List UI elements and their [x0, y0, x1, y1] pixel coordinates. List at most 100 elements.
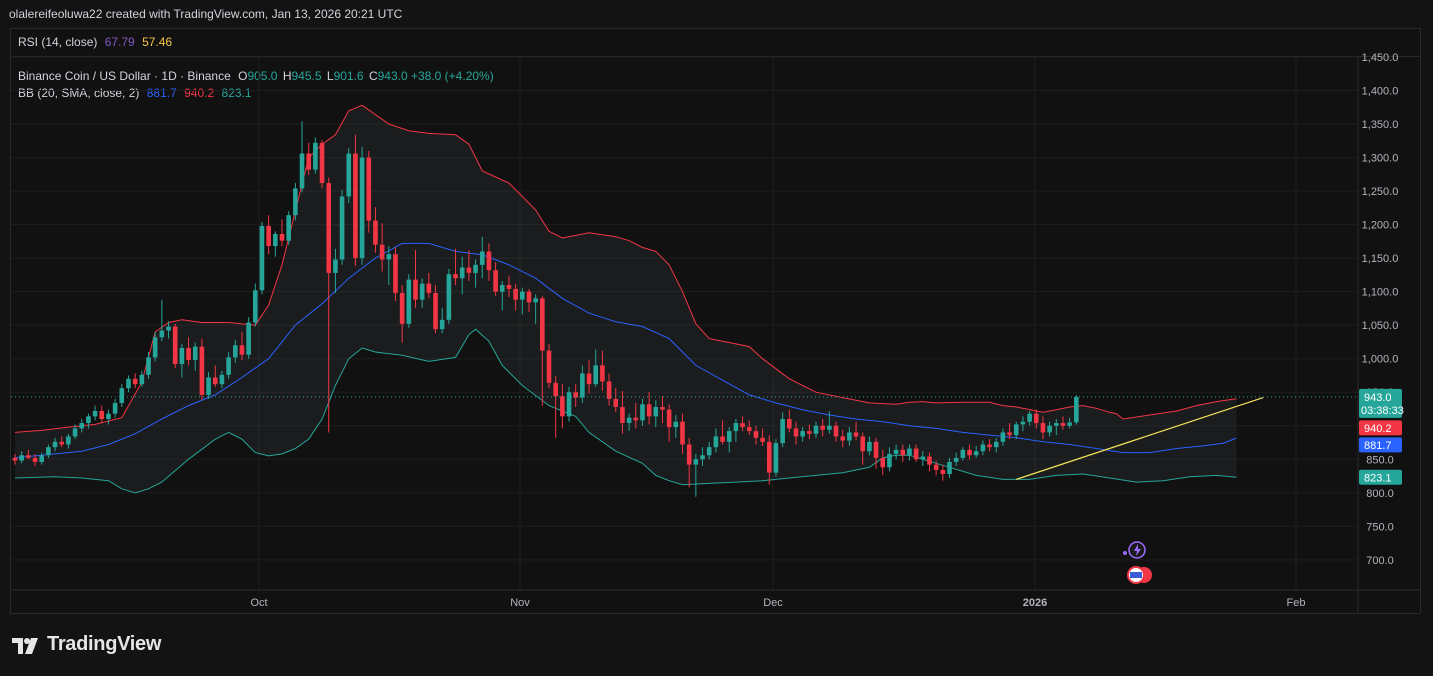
- candle-body: [787, 419, 792, 429]
- candle: [232, 339, 238, 363]
- y-tick-label: 1,350.0: [1362, 119, 1399, 131]
- candle-body: [106, 413, 111, 420]
- candle: [780, 412, 785, 448]
- candle-body: [92, 410, 98, 417]
- candle: [867, 436, 872, 456]
- candle-body: [99, 410, 105, 420]
- tradingview-logo-icon: [12, 637, 38, 654]
- candle-body: [813, 425, 819, 434]
- candle: [279, 219, 285, 247]
- candle: [253, 283, 258, 327]
- x-tick-label: 2026: [1023, 597, 1047, 609]
- y-tick-label: 850.0: [1366, 454, 1394, 466]
- candle-body: [633, 417, 639, 421]
- y-tick-label: 700.0: [1366, 555, 1394, 567]
- candle-body: [72, 428, 78, 437]
- candle-body: [540, 298, 545, 351]
- candle-body: [626, 417, 632, 424]
- candle: [740, 416, 745, 432]
- candle: [746, 420, 752, 436]
- candle: [286, 211, 291, 245]
- candle: [573, 384, 578, 407]
- candle-body: [653, 406, 659, 417]
- candle-body: [206, 377, 211, 395]
- rsi-label: RSI (14, close): [18, 35, 98, 49]
- candle-body: [1000, 432, 1006, 442]
- candle: [600, 350, 605, 391]
- candle-body: [486, 251, 492, 271]
- candle-body: [179, 347, 185, 365]
- candle-body: [152, 337, 158, 358]
- events-icons[interactable]: [1123, 541, 1152, 584]
- candle: [947, 457, 952, 479]
- y-tick-label: 1,000.0: [1362, 354, 1399, 366]
- candle: [560, 384, 565, 429]
- candle: [993, 437, 999, 453]
- candle: [333, 248, 338, 293]
- candle-body: [593, 365, 599, 385]
- bb-legend[interactable]: BB (20, SMA, close, 2) 881.7 940.2 823.1: [18, 86, 252, 100]
- candle: [366, 150, 372, 233]
- candle-body: [920, 456, 926, 460]
- us-flag-stripes-icon: [1130, 572, 1142, 578]
- candle: [433, 284, 438, 334]
- candle: [313, 137, 318, 174]
- candle: [46, 444, 51, 458]
- candle-body: [533, 298, 538, 303]
- candle-body: [286, 215, 291, 241]
- candle-body: [726, 431, 732, 442]
- trendline[interactable]: [1016, 397, 1264, 480]
- candle: [520, 287, 525, 315]
- y-tick-label: 1,300.0: [1362, 153, 1399, 165]
- candle-body: [12, 457, 18, 461]
- candle: [653, 400, 659, 428]
- candle-body: [466, 267, 472, 273]
- candle-body: [353, 153, 358, 259]
- candle-body: [239, 345, 245, 355]
- candle-body: [853, 432, 859, 437]
- candle: [860, 432, 866, 465]
- candle: [606, 373, 612, 406]
- candle: [973, 445, 979, 458]
- price-axis[interactable]: 700.0750.0800.0850.0900.0950.01,000.01,0…: [1357, 52, 1399, 613]
- ohlc-open-label: O: [238, 69, 248, 83]
- candle-body: [273, 233, 278, 247]
- candle: [733, 419, 739, 442]
- candle: [413, 250, 418, 308]
- candle-body: [433, 292, 438, 330]
- y-tick-label: 1,400.0: [1362, 86, 1399, 98]
- candle: [473, 259, 478, 288]
- candle: [566, 386, 572, 422]
- tradingview-logo[interactable]: TradingView: [11, 633, 161, 656]
- symbol-legend[interactable]: Binance Coin / US Dollar · 1D · Binance …: [18, 69, 494, 83]
- candle: [192, 342, 198, 371]
- candle: [393, 247, 398, 302]
- candle-body: [186, 347, 191, 361]
- candle: [713, 428, 719, 453]
- candle: [453, 248, 458, 285]
- candle-body: [506, 284, 512, 289]
- rsi-legend[interactable]: RSI (14, close) 67.79 57.46: [18, 35, 172, 49]
- candle: [32, 453, 38, 466]
- candle: [887, 447, 892, 472]
- bb-basis-line: [14, 242, 1237, 459]
- candle: [933, 460, 939, 476]
- candle: [760, 428, 765, 446]
- x-tick-label: Feb: [1287, 597, 1306, 609]
- candle: [239, 331, 245, 361]
- time-axis[interactable]: Oct Nov Dec 2026 Feb: [11, 589, 1420, 609]
- candle-body: [867, 441, 872, 452]
- candle-body: [1047, 425, 1052, 433]
- candle-body: [112, 402, 118, 414]
- candle: [206, 372, 211, 399]
- candle: [246, 317, 251, 359]
- candle: [833, 421, 839, 442]
- candle: [820, 419, 825, 437]
- y-tick-label: 800.0: [1366, 488, 1394, 500]
- candle: [706, 441, 712, 460]
- candle: [646, 392, 652, 425]
- y-tick-label: 1,250.0: [1362, 186, 1399, 198]
- candle-body: [800, 431, 805, 437]
- candle: [72, 424, 78, 440]
